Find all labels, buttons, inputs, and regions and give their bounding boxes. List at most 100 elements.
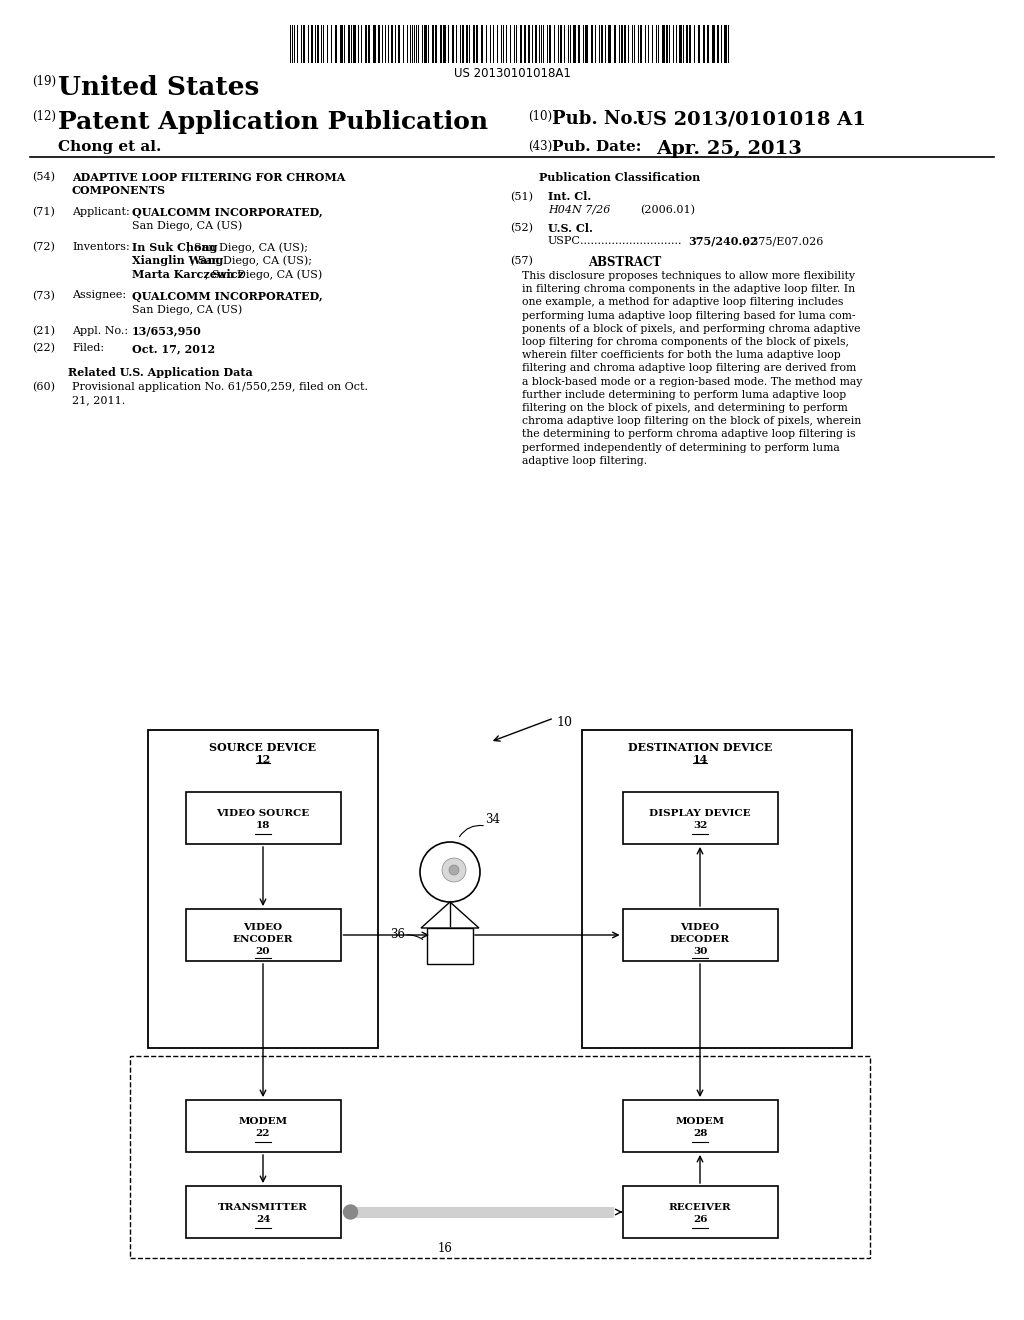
Text: Assignee:: Assignee:: [72, 290, 126, 301]
Bar: [185, 909, 341, 961]
Text: (12): (12): [32, 110, 56, 123]
Text: Marta Karczewicz: Marta Karczewicz: [132, 269, 244, 280]
Text: performed independently of determining to perform luma: performed independently of determining t…: [522, 442, 840, 453]
Text: (2006.01): (2006.01): [640, 205, 695, 215]
Text: VIDEO SOURCE: VIDEO SOURCE: [216, 808, 309, 817]
Text: Related U.S. Application Data: Related U.S. Application Data: [68, 367, 252, 378]
Text: , San Diego, CA (US);: , San Diego, CA (US);: [191, 256, 312, 267]
Bar: [185, 1185, 341, 1238]
Text: 20: 20: [256, 948, 270, 957]
Text: Chong et al.: Chong et al.: [58, 140, 162, 154]
Bar: [311, 25, 313, 63]
Bar: [623, 1185, 777, 1238]
Bar: [148, 730, 378, 1048]
Text: 18: 18: [256, 821, 270, 830]
Text: the determining to perform chroma adaptive loop filtering is: the determining to perform chroma adapti…: [522, 429, 855, 440]
Bar: [353, 25, 356, 63]
Bar: [368, 25, 370, 63]
Text: 13/653,950: 13/653,950: [132, 326, 202, 337]
Text: ADAPTIVE LOOP FILTERING FOR CHROMA: ADAPTIVE LOOP FILTERING FOR CHROMA: [72, 172, 345, 183]
Bar: [466, 25, 468, 63]
Text: Filed:: Filed:: [72, 343, 104, 352]
Bar: [624, 25, 626, 63]
Text: (60): (60): [32, 381, 55, 392]
Text: DESTINATION DEVICE: DESTINATION DEVICE: [628, 742, 772, 752]
Bar: [473, 25, 475, 63]
Text: , San Diego, CA (US);: , San Diego, CA (US);: [186, 242, 307, 252]
Bar: [608, 25, 611, 63]
Text: 26: 26: [693, 1216, 708, 1225]
Text: (43): (43): [528, 140, 552, 153]
Text: filtering on the block of pixels, and determining to perform: filtering on the block of pixels, and de…: [522, 403, 848, 413]
Bar: [373, 25, 376, 63]
Bar: [350, 1206, 612, 1217]
Bar: [549, 25, 551, 63]
Text: (51): (51): [510, 191, 534, 202]
Text: United States: United States: [58, 75, 259, 100]
Text: a block-based mode or a region-based mode. The method may: a block-based mode or a region-based mod…: [522, 376, 862, 387]
Text: further include determining to perform luma adaptive loop: further include determining to perform l…: [522, 389, 846, 400]
Circle shape: [449, 865, 459, 875]
Text: (52): (52): [510, 223, 534, 232]
Text: wherein filter coefficients for both the luma adaptive loop: wherein filter coefficients for both the…: [522, 350, 841, 360]
Bar: [582, 730, 852, 1048]
Text: (22): (22): [32, 343, 55, 354]
Bar: [707, 25, 709, 63]
Text: TRANSMITTER: TRANSMITTER: [218, 1203, 308, 1212]
Bar: [365, 25, 367, 63]
Bar: [524, 25, 526, 63]
Bar: [462, 25, 464, 63]
Text: 12: 12: [255, 754, 270, 766]
Bar: [440, 25, 442, 63]
Text: 32: 32: [693, 821, 708, 830]
Bar: [591, 25, 593, 63]
Text: In Suk Chong: In Suk Chong: [132, 242, 217, 253]
Bar: [476, 25, 478, 63]
Bar: [335, 25, 337, 63]
Circle shape: [420, 842, 480, 902]
Bar: [391, 25, 393, 63]
Bar: [623, 909, 777, 961]
Bar: [623, 792, 777, 843]
Text: DECODER: DECODER: [670, 936, 730, 945]
Bar: [621, 25, 623, 63]
Bar: [452, 25, 454, 63]
Text: 22: 22: [256, 1130, 270, 1138]
Text: chroma adaptive loop filtering on the block of pixels, wherein: chroma adaptive loop filtering on the bl…: [522, 416, 861, 426]
Text: ABSTRACT: ABSTRACT: [589, 256, 662, 268]
Text: H04N 7/26: H04N 7/26: [548, 205, 610, 215]
Bar: [698, 25, 700, 63]
Text: Pub. No.:: Pub. No.:: [552, 110, 645, 128]
Text: 14: 14: [692, 754, 708, 766]
Bar: [317, 25, 319, 63]
Text: MODEM: MODEM: [676, 1117, 725, 1126]
Text: VIDEO: VIDEO: [680, 924, 720, 932]
Text: U.S. Cl.: U.S. Cl.: [548, 223, 593, 234]
Text: adaptive loop filtering.: adaptive loop filtering.: [522, 455, 647, 466]
Text: 28: 28: [693, 1130, 708, 1138]
Bar: [717, 25, 719, 63]
Text: VIDEO: VIDEO: [244, 924, 283, 932]
Text: US 20130101018A1: US 20130101018A1: [454, 67, 570, 81]
Text: , San Diego, CA (US): , San Diego, CA (US): [205, 269, 323, 280]
Bar: [185, 792, 341, 843]
Text: SOURCE DEVICE: SOURCE DEVICE: [210, 742, 316, 752]
Text: Oct. 17, 2012: Oct. 17, 2012: [132, 343, 215, 354]
Bar: [432, 25, 434, 63]
Bar: [662, 25, 665, 63]
Bar: [535, 25, 537, 63]
Text: (73): (73): [32, 290, 55, 301]
Bar: [585, 25, 588, 63]
Text: QUALCOMM INCORPORATED,: QUALCOMM INCORPORATED,: [132, 207, 323, 218]
Bar: [623, 1100, 777, 1152]
Polygon shape: [421, 902, 479, 928]
Text: 24: 24: [256, 1216, 270, 1225]
Text: (19): (19): [32, 75, 56, 88]
Text: filtering and chroma adaptive loop filtering are derived from: filtering and chroma adaptive loop filte…: [522, 363, 856, 374]
Bar: [303, 25, 305, 63]
Bar: [348, 25, 350, 63]
Bar: [640, 25, 642, 63]
Text: (57): (57): [510, 256, 532, 265]
Text: Xianglin Wang: Xianglin Wang: [132, 256, 223, 267]
Text: MODEM: MODEM: [239, 1117, 288, 1126]
